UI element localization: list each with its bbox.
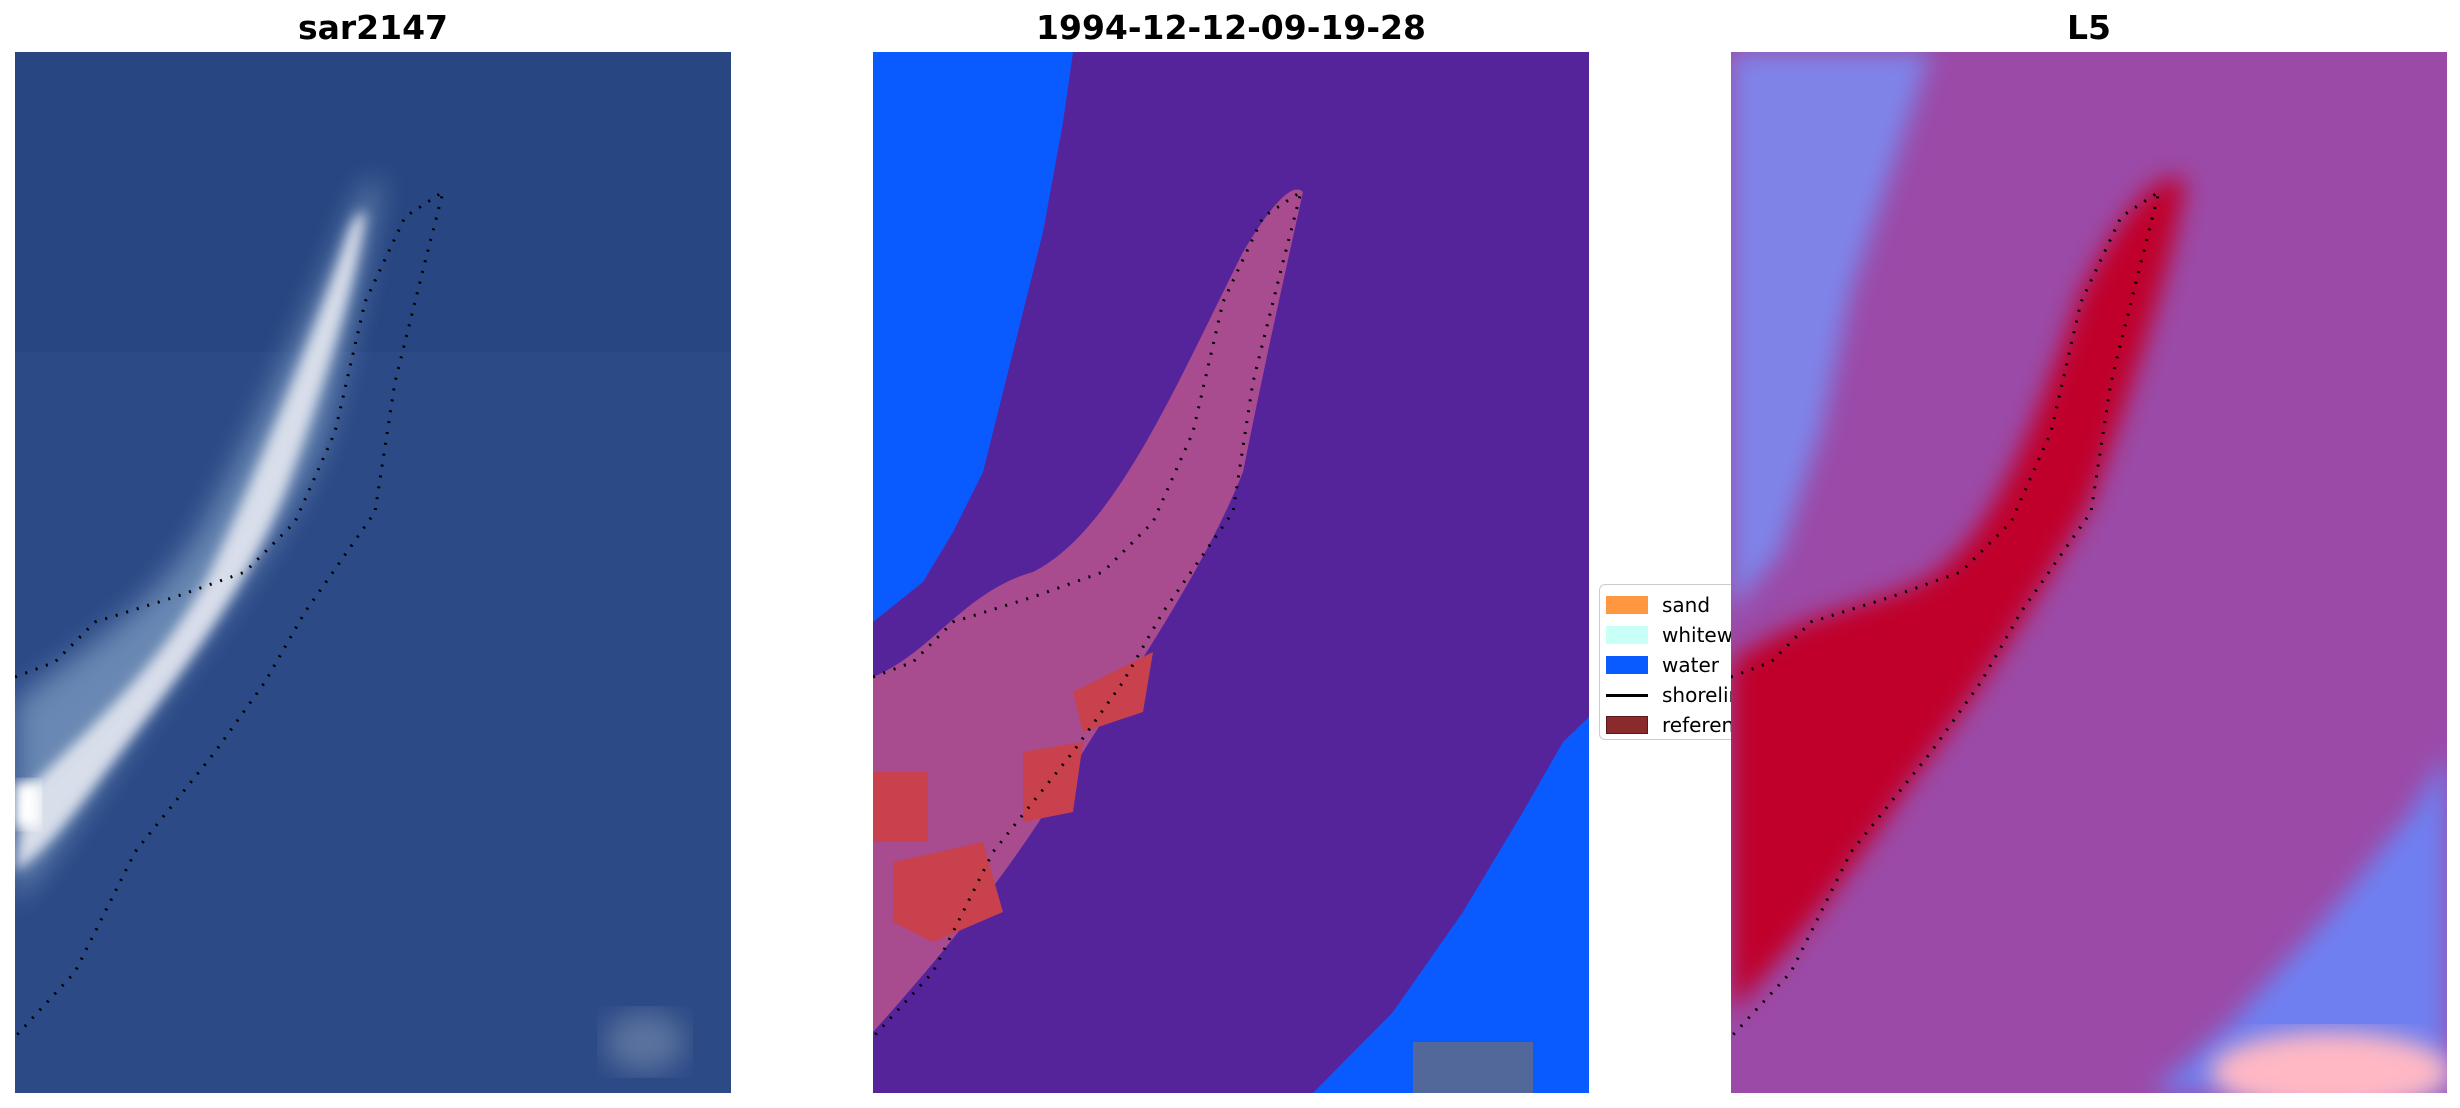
index-map (1731, 52, 2447, 1093)
legend-label: sand (1662, 593, 1711, 617)
reference-swatch-icon (1606, 716, 1648, 734)
whitewater-swatch-icon (1606, 626, 1648, 644)
classification-panel (873, 52, 1589, 1093)
rgb-image (15, 52, 731, 1093)
classification-map (873, 52, 1589, 1093)
sand-region (873, 189, 1303, 1032)
legend-label: water (1662, 653, 1719, 677)
rgb-image-panel (15, 52, 731, 1093)
legend-item-reference: reference (1606, 713, 1731, 737)
legend-label: shoreline (1662, 683, 1731, 707)
shoreline-path (15, 188, 446, 1039)
high-index-region (1731, 177, 2186, 1013)
legend-label: reference (1662, 713, 1731, 737)
legend-item-sand: sand (1606, 593, 1710, 617)
legend-item-water: water (1606, 653, 1719, 677)
water-swatch-icon (1606, 656, 1648, 674)
panel-title-index: L5 (2067, 8, 2111, 47)
panel-title-image: sar2147 (297, 8, 449, 47)
shoreline-path (1731, 188, 2162, 1039)
panel-title-classification: 1994-12-12-09-19-28 (1036, 8, 1426, 47)
legend-item-shoreline: shoreline (1606, 683, 1731, 707)
index-panel (1731, 52, 2447, 1093)
water-region-left (873, 52, 1073, 622)
shoreline-path (873, 188, 1304, 1039)
shoreline-line-icon (1606, 693, 1648, 697)
sand-swatch-icon (1606, 596, 1648, 614)
water-region-right (1313, 717, 1589, 1093)
